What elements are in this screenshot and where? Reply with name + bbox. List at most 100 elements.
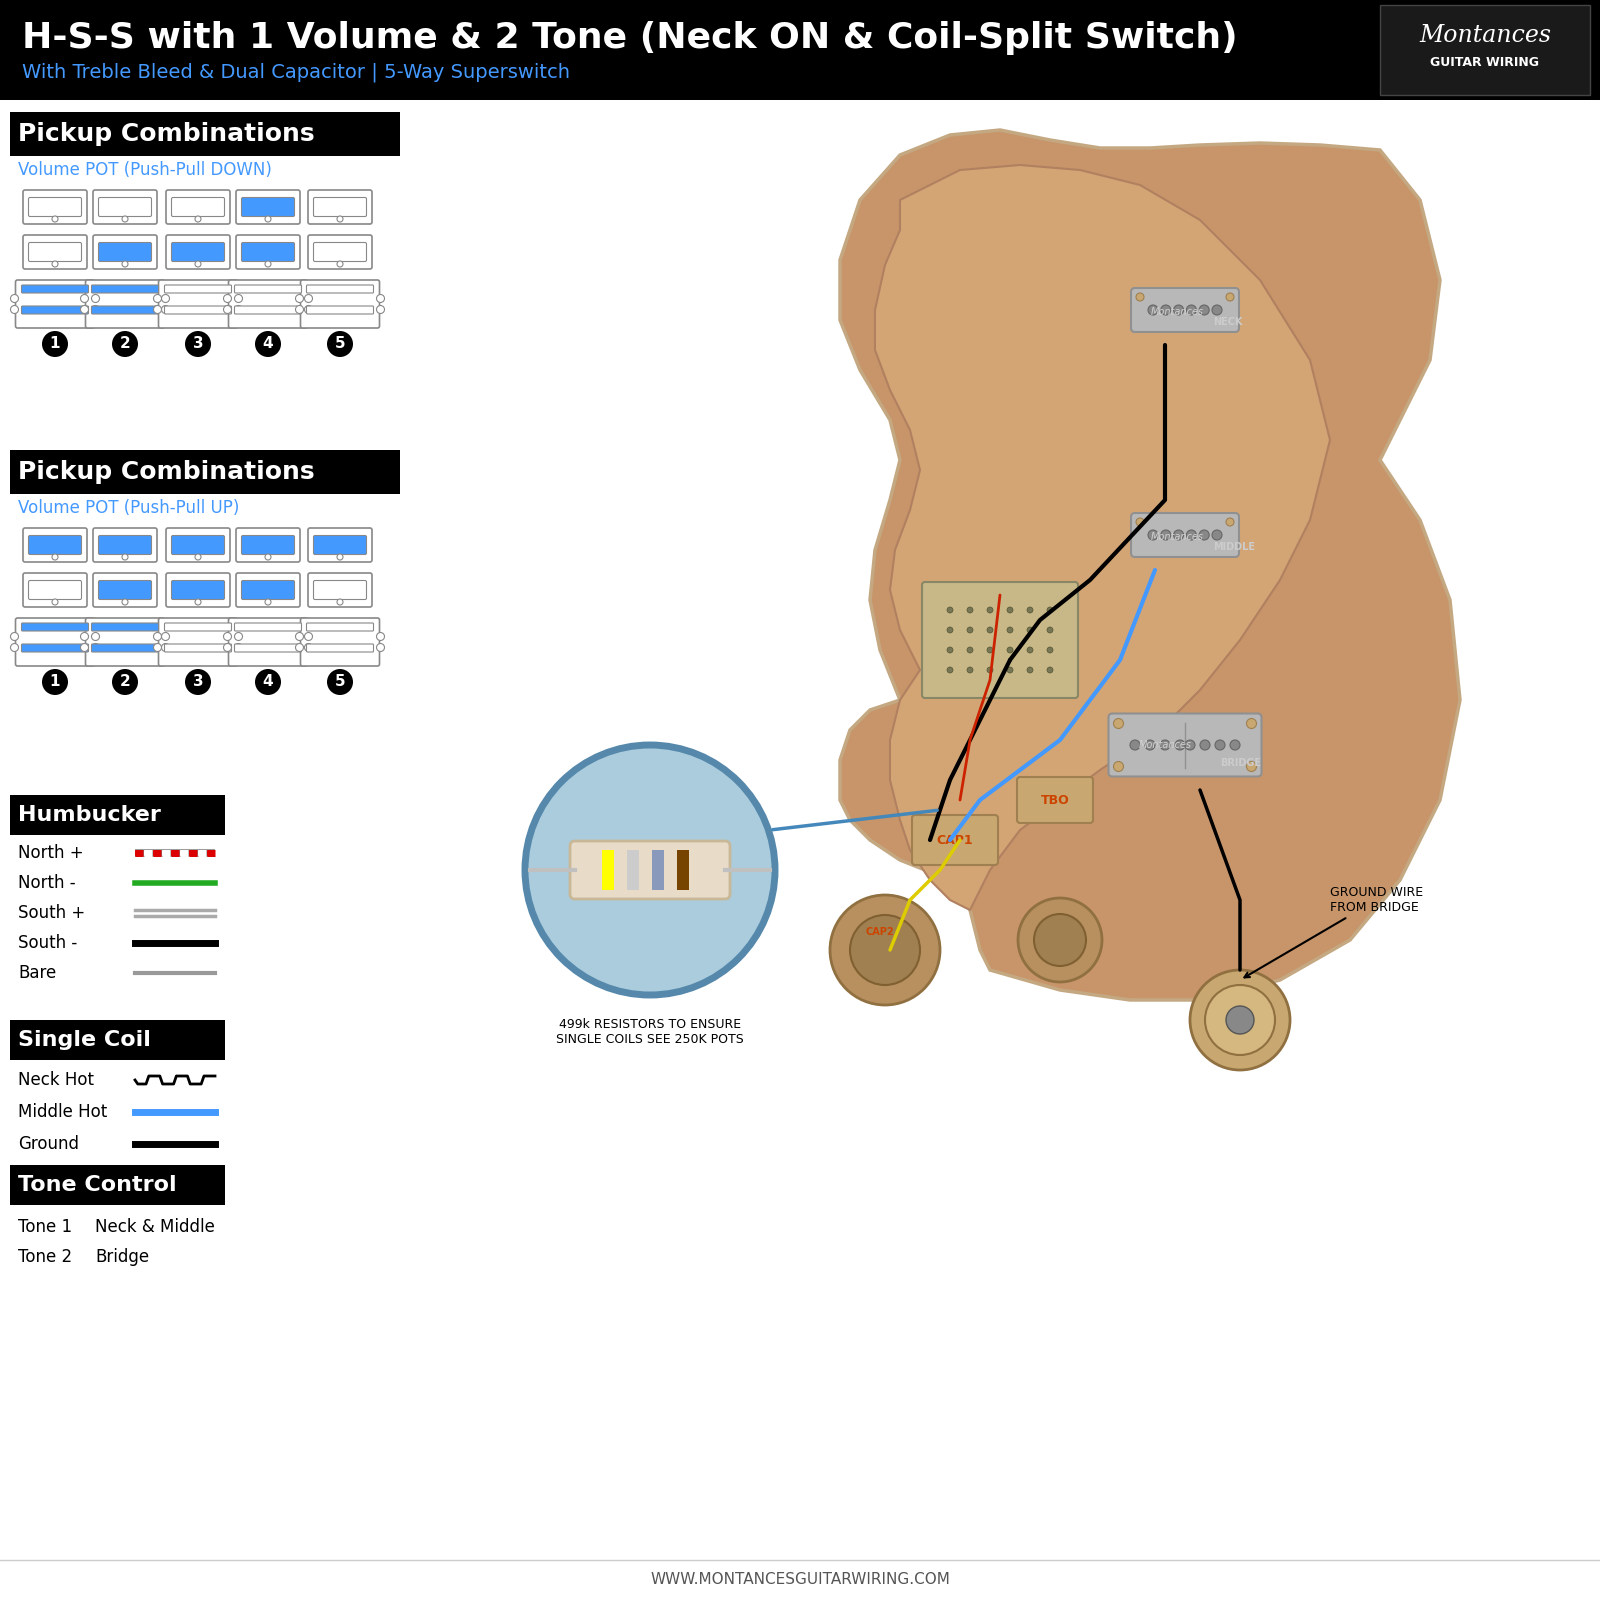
FancyBboxPatch shape [21,622,88,630]
FancyBboxPatch shape [307,190,371,224]
Text: Neck Hot: Neck Hot [18,1070,94,1090]
Circle shape [254,331,282,357]
Circle shape [186,331,211,357]
Circle shape [91,632,99,640]
FancyBboxPatch shape [10,1165,226,1205]
FancyBboxPatch shape [21,643,88,653]
Circle shape [1046,606,1053,613]
Text: 1: 1 [50,336,61,352]
FancyBboxPatch shape [93,190,157,224]
FancyBboxPatch shape [165,306,232,314]
FancyBboxPatch shape [29,581,82,600]
Circle shape [91,306,99,314]
Circle shape [235,643,243,651]
Circle shape [525,746,774,995]
Polygon shape [840,130,1459,1000]
Circle shape [1200,306,1210,315]
Circle shape [1149,306,1158,315]
Circle shape [1246,762,1256,771]
Circle shape [266,598,270,605]
Text: Neck & Middle: Neck & Middle [94,1218,214,1235]
FancyBboxPatch shape [16,618,94,666]
Circle shape [1187,306,1197,315]
Polygon shape [875,165,1330,910]
Circle shape [296,294,304,302]
FancyBboxPatch shape [229,618,307,666]
FancyBboxPatch shape [1379,5,1590,94]
Circle shape [296,306,304,314]
Circle shape [51,261,58,267]
Circle shape [154,632,162,640]
Circle shape [304,632,312,640]
FancyBboxPatch shape [307,643,373,653]
Circle shape [235,306,243,314]
Circle shape [1146,739,1155,750]
Circle shape [987,627,994,634]
FancyBboxPatch shape [242,536,294,555]
Circle shape [1006,667,1013,674]
FancyBboxPatch shape [237,528,301,562]
Circle shape [162,643,170,651]
Circle shape [1162,306,1171,315]
Circle shape [1190,970,1290,1070]
Circle shape [235,294,243,302]
FancyBboxPatch shape [1131,514,1238,557]
Circle shape [1187,530,1197,541]
Circle shape [1200,739,1210,750]
Circle shape [80,306,88,314]
Circle shape [338,261,342,267]
Circle shape [1018,898,1102,982]
FancyBboxPatch shape [235,306,301,314]
Text: 3: 3 [192,336,203,352]
Circle shape [304,643,312,651]
FancyBboxPatch shape [307,622,373,630]
Circle shape [80,643,88,651]
FancyBboxPatch shape [99,581,152,600]
FancyBboxPatch shape [235,285,301,293]
Circle shape [376,643,384,651]
FancyBboxPatch shape [912,814,998,866]
Circle shape [1226,518,1234,526]
Circle shape [1186,739,1195,750]
Circle shape [224,306,232,314]
Text: Tone Control: Tone Control [18,1174,176,1195]
Circle shape [1130,739,1139,750]
Bar [602,850,614,890]
FancyBboxPatch shape [158,280,237,328]
Circle shape [224,643,232,651]
Circle shape [51,554,58,560]
FancyBboxPatch shape [235,622,301,630]
FancyBboxPatch shape [307,285,373,293]
FancyBboxPatch shape [1109,714,1261,776]
Circle shape [987,667,994,674]
Circle shape [987,606,994,613]
Circle shape [1006,606,1013,613]
Circle shape [326,669,354,694]
FancyBboxPatch shape [166,235,230,269]
FancyBboxPatch shape [10,795,226,835]
Circle shape [850,915,920,986]
Circle shape [186,669,211,694]
FancyBboxPatch shape [242,581,294,600]
Circle shape [1034,914,1086,966]
Circle shape [266,554,270,560]
FancyBboxPatch shape [99,197,152,216]
Text: Bridge: Bridge [94,1248,149,1266]
Circle shape [966,627,973,634]
Circle shape [162,294,170,302]
Circle shape [1114,762,1123,771]
FancyBboxPatch shape [237,235,301,269]
FancyBboxPatch shape [166,573,230,606]
Circle shape [296,643,304,651]
FancyBboxPatch shape [307,235,371,269]
Circle shape [195,216,202,222]
FancyBboxPatch shape [166,190,230,224]
FancyBboxPatch shape [29,197,82,216]
Circle shape [1205,986,1275,1054]
FancyBboxPatch shape [314,243,366,261]
Circle shape [1160,739,1170,750]
Circle shape [1006,627,1013,634]
Circle shape [154,306,162,314]
FancyBboxPatch shape [237,190,301,224]
Text: 2: 2 [120,336,130,352]
